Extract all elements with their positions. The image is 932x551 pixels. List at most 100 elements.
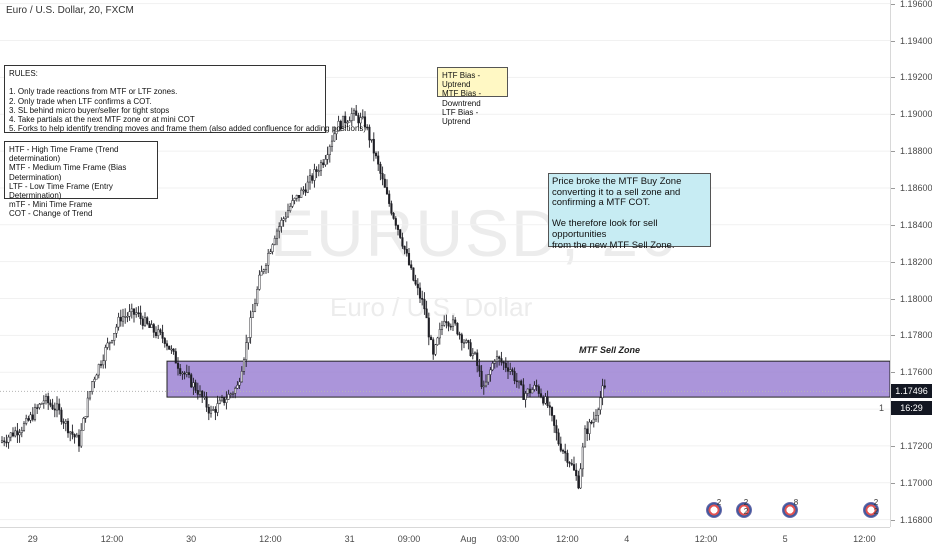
event-flag-icon[interactable] [736, 502, 752, 518]
candle [548, 401, 551, 416]
candlestick-chart[interactable] [0, 0, 890, 527]
candle [401, 232, 404, 249]
candle [304, 183, 307, 196]
candle [526, 388, 529, 397]
candle [58, 398, 61, 415]
sell-zone-label: MTF Sell Zone [579, 345, 641, 355]
candle [223, 397, 226, 406]
candle [148, 320, 151, 328]
candle [374, 151, 378, 159]
candle [537, 384, 540, 397]
candle [306, 175, 309, 194]
abbreviations-note[interactable]: HTF - High Time Frame (Trend determinati… [4, 141, 158, 218]
candle [418, 282, 422, 304]
candle [212, 406, 215, 411]
symbol-title[interactable]: Euro / U.S. Dollar, 20, FXCM [6, 5, 134, 16]
candle [377, 151, 380, 171]
candle [214, 406, 217, 421]
event-count: 2 [716, 498, 722, 507]
abbreviation-line: mTF - Mini Time Frame [9, 200, 93, 210]
candle [524, 391, 527, 408]
candle [218, 396, 221, 405]
candle [71, 424, 74, 440]
candle [139, 305, 142, 325]
event-flag-icon[interactable] [863, 502, 879, 518]
candle [410, 260, 413, 270]
candle [363, 111, 367, 130]
price-tick-label: 1.17800 [891, 330, 932, 341]
rules-line [9, 78, 321, 87]
candle [16, 423, 19, 443]
candle [126, 312, 129, 323]
time-tick-label: 12:00 [556, 534, 579, 544]
candle [154, 326, 158, 339]
time-tick-label: 09:00 [397, 534, 421, 544]
candle [20, 426, 23, 438]
candle [454, 316, 457, 326]
candle [5, 434, 8, 448]
candle [330, 135, 334, 152]
candle [546, 390, 549, 408]
candle [500, 351, 503, 366]
candle [135, 307, 138, 318]
event-flag-icon[interactable] [706, 502, 722, 518]
candle [412, 267, 415, 282]
candle [275, 228, 279, 246]
candle [245, 334, 248, 367]
event-flag-icon[interactable] [782, 502, 798, 518]
candle [471, 348, 474, 360]
candle [498, 355, 501, 366]
chart-area[interactable]: EURUSD, 20 Euro / U.S. Dollar Euro / U.S… [0, 0, 890, 527]
candle [515, 372, 518, 388]
candle [317, 164, 320, 177]
candle [522, 378, 525, 400]
candle [493, 358, 496, 369]
candle [124, 308, 127, 324]
candle [192, 377, 195, 395]
candle [588, 418, 591, 441]
rules-line: 4. Take partials at the next MTF zone or… [9, 115, 195, 125]
bias-line: MTF Bias - Downtrend [442, 89, 482, 108]
candle [198, 385, 202, 397]
candle [295, 194, 298, 202]
price-tick-label: 1.17600 [891, 367, 932, 378]
candle [300, 187, 303, 198]
candle [282, 216, 285, 227]
price-tick-label: 1.18600 [891, 182, 932, 193]
bias-note[interactable]: HTF Bias - Uptrend MTF Bias - Downtrend … [437, 67, 508, 126]
analysis-line: We therefore look for sell opportunities [552, 218, 658, 240]
candle [179, 363, 182, 377]
time-axis[interactable]: 29 12:00 30 12:00 31 09:00 Aug 03:00 12:00 4 12:00… [0, 527, 890, 551]
candle [517, 380, 521, 389]
candle [396, 224, 400, 236]
analysis-note[interactable]: Price broke the MTF Buy Zone converting … [548, 173, 711, 250]
candle [289, 202, 292, 213]
candle [31, 407, 34, 422]
candle [190, 372, 193, 389]
candle [533, 381, 536, 392]
candle [388, 190, 391, 207]
candle [185, 364, 188, 378]
candle [104, 344, 107, 369]
candle [60, 407, 63, 425]
candle [484, 374, 488, 388]
candle [205, 391, 208, 412]
candle [196, 382, 199, 400]
candle [137, 306, 140, 318]
price-tick-label: 1.19600 [891, 0, 932, 9]
candle [251, 303, 254, 318]
candle [535, 379, 538, 391]
candle [238, 377, 241, 389]
candle [49, 399, 52, 408]
time-tick-label: 29 [27, 534, 38, 544]
price-axis[interactable]: 1.168001.170001.172001.174001.176001.178… [890, 0, 932, 527]
abbreviation-line: LTF - Low Time Frame (Entry Determinatio… [9, 181, 113, 201]
rules-note[interactable]: RULES: 1. Only trade reactions from MTF … [4, 65, 366, 133]
candle [146, 316, 149, 326]
candle [311, 173, 314, 184]
candle [108, 341, 111, 351]
candle [143, 312, 147, 327]
candle [427, 312, 430, 346]
candle [280, 217, 283, 233]
candle [414, 274, 417, 286]
